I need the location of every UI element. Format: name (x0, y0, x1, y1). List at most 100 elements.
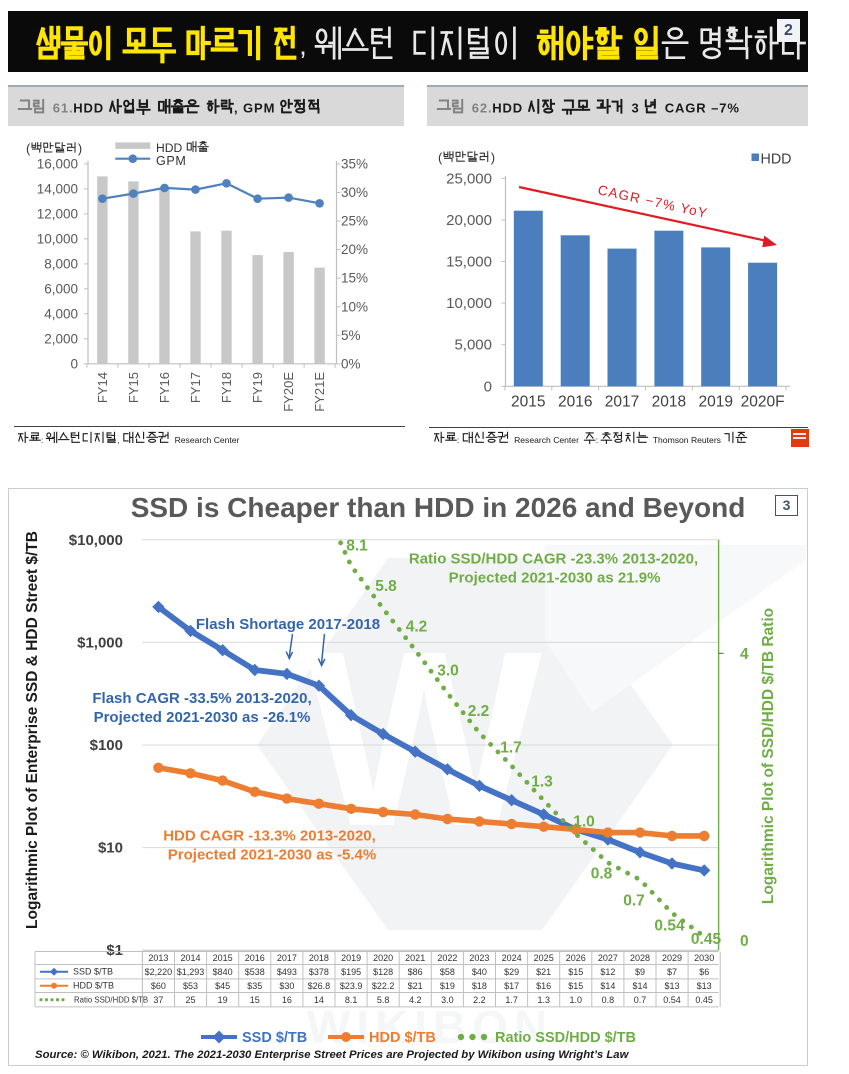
svg-text:8.1: 8.1 (345, 995, 358, 1005)
svg-text:25%: 25% (341, 214, 368, 229)
svg-text:2015: 2015 (511, 394, 545, 411)
svg-text:FY16: FY16 (157, 372, 172, 403)
svg-text:0: 0 (740, 933, 749, 950)
svg-text:0.8: 0.8 (591, 866, 613, 883)
svg-text:$53: $53 (183, 981, 198, 991)
svg-text:$9: $9 (635, 967, 645, 977)
svg-text:(: ( (438, 150, 443, 165)
svg-text:4: 4 (740, 646, 749, 663)
svg-text:$35: $35 (247, 981, 262, 991)
svg-text:W: W (306, 599, 542, 878)
svg-text:10%: 10% (341, 299, 368, 314)
svg-text:$19: $19 (440, 981, 455, 991)
svg-text:2029: 2029 (662, 953, 682, 963)
svg-text:2025: 2025 (534, 953, 554, 963)
svg-text:2016: 2016 (245, 953, 265, 963)
svg-text:14: 14 (314, 995, 324, 1005)
svg-text:0.45: 0.45 (691, 931, 722, 948)
svg-text:SSD $/TB: SSD $/TB (242, 1030, 307, 1046)
svg-text:Research Center: Research Center (514, 435, 584, 445)
svg-text:2024: 2024 (502, 953, 522, 963)
svg-text:FY14: FY14 (95, 372, 110, 403)
svg-text:$22.2: $22.2 (372, 981, 395, 991)
svg-text:1.3: 1.3 (531, 774, 553, 791)
svg-text:2021: 2021 (405, 953, 425, 963)
svg-text:$100: $100 (90, 737, 123, 754)
svg-text:$10: $10 (98, 840, 123, 857)
svg-text:GPM: GPM (156, 154, 187, 168)
svg-text:$16: $16 (536, 981, 551, 991)
svg-text:FY15: FY15 (126, 372, 141, 403)
svg-text:$6: $6 (699, 967, 709, 977)
svg-text:Logarithmic Plot of Enterprise: Logarithmic Plot of Enterprise SSD & HDD… (24, 531, 41, 929)
svg-text:$10,000: $10,000 (69, 532, 123, 549)
svg-text:$60: $60 (151, 981, 166, 991)
svg-text:$18: $18 (472, 981, 487, 991)
svg-text:$14: $14 (632, 981, 647, 991)
svg-text:2,000: 2,000 (44, 331, 78, 346)
svg-text:2020F: 2020F (741, 394, 785, 411)
svg-text:$15: $15 (568, 981, 583, 991)
svg-text:CAGR –7%: CAGR –7% (665, 100, 740, 115)
svg-text:1.0: 1.0 (570, 995, 583, 1005)
svg-text:2.2: 2.2 (468, 703, 490, 720)
svg-text:2022: 2022 (437, 953, 457, 963)
svg-text:$86: $86 (408, 967, 423, 977)
svg-text:30%: 30% (341, 185, 368, 200)
svg-text:5%: 5% (341, 328, 361, 343)
svg-text:12,000: 12,000 (37, 207, 78, 222)
svg-text:$1: $1 (106, 942, 123, 959)
svg-text:2018: 2018 (652, 394, 686, 411)
svg-text:15: 15 (250, 995, 260, 1005)
svg-text:1.3: 1.3 (537, 995, 550, 1005)
svg-text:2020: 2020 (373, 953, 393, 963)
svg-text:10,000: 10,000 (446, 295, 492, 312)
svg-text:Ratio SSD/HDD $/TB: Ratio SSD/HDD $/TB (495, 1030, 636, 1046)
svg-text:SSD $/TB: SSD $/TB (73, 967, 113, 977)
svg-text:62.: 62. (472, 100, 493, 115)
svg-text:$29: $29 (504, 967, 519, 977)
svg-text:1.0: 1.0 (573, 814, 595, 831)
svg-text:5.8: 5.8 (377, 995, 390, 1005)
svg-text:$21: $21 (536, 967, 551, 977)
svg-text:$13: $13 (697, 981, 712, 991)
svg-text:2018: 2018 (309, 953, 329, 963)
svg-text:FY20E: FY20E (281, 372, 296, 412)
svg-text:0.8: 0.8 (602, 995, 615, 1005)
svg-text:$58: $58 (440, 967, 455, 977)
svg-text:$7: $7 (667, 967, 677, 977)
svg-text:0%: 0% (341, 356, 361, 371)
svg-text:8,000: 8,000 (44, 257, 78, 272)
svg-text:2017: 2017 (277, 953, 297, 963)
svg-text:1.7: 1.7 (505, 995, 518, 1005)
svg-text:HDD CAGR -13.3% 2013-2020,: HDD CAGR -13.3% 2013-2020, (163, 828, 376, 845)
svg-text:$195: $195 (341, 967, 361, 977)
svg-text:14,000: 14,000 (37, 182, 78, 197)
svg-text:16: 16 (282, 995, 292, 1005)
svg-text:2.2: 2.2 (473, 995, 486, 1005)
svg-text:4,000: 4,000 (44, 306, 78, 321)
svg-text:HDD: HDD (761, 152, 792, 168)
svg-text:$1,293: $1,293 (177, 967, 205, 977)
svg-text:Source: © Wikibon, 2021. The 2: Source: © Wikibon, 2021. The 2021-2030 E… (35, 1049, 630, 1061)
svg-text:$378: $378 (309, 967, 329, 977)
svg-text:3.0: 3.0 (441, 995, 454, 1005)
svg-text:Ratio SSD/HDD CAGR -23.3% 2013: Ratio SSD/HDD CAGR -23.3% 2013-2020, (409, 551, 698, 568)
svg-text:0.7: 0.7 (634, 995, 647, 1005)
svg-text:5,000: 5,000 (454, 337, 492, 354)
svg-text:$40: $40 (472, 967, 487, 977)
svg-text:2019: 2019 (698, 394, 732, 411)
svg-text:2028: 2028 (630, 953, 650, 963)
svg-text:HDD $/TB: HDD $/TB (73, 981, 114, 991)
svg-text:HDD: HDD (156, 141, 186, 155)
svg-text:15%: 15% (341, 271, 368, 286)
svg-text:$538: $538 (245, 967, 265, 977)
svg-text:$23.9: $23.9 (340, 981, 363, 991)
svg-text:2023: 2023 (469, 953, 489, 963)
svg-text:$45: $45 (215, 981, 230, 991)
svg-text:$2,220: $2,220 (145, 967, 173, 977)
svg-text::: : (41, 435, 46, 445)
svg-text:): ) (491, 150, 495, 165)
svg-text:SSD is Cheaper than HDD in 202: SSD is Cheaper than HDD in 2026 and Beyo… (131, 492, 746, 523)
svg-text:$15: $15 (568, 967, 583, 977)
